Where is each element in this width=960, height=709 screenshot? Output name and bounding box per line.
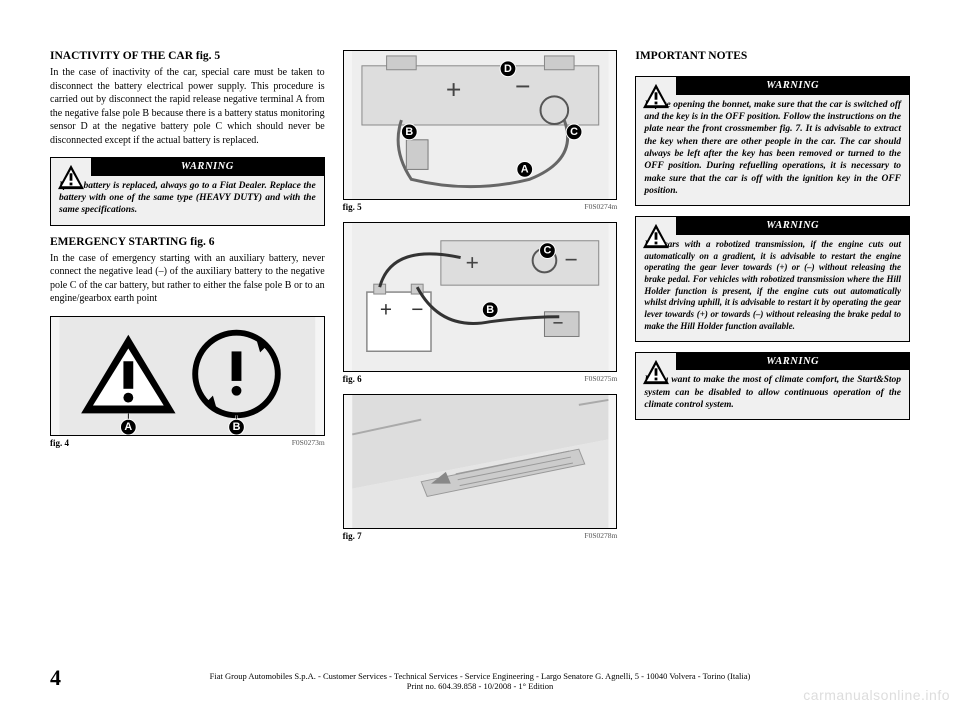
svg-text:C: C: [570, 126, 578, 138]
warning-climate: WARNING If you want to make the most of …: [635, 352, 910, 421]
svg-text:A: A: [520, 163, 528, 175]
fig6-label: fig. 6: [343, 374, 362, 384]
warning-text: If the battery is replaced, always go to…: [59, 180, 316, 217]
figure-4: A B: [50, 316, 325, 436]
figure-5: + − D C B A: [343, 50, 618, 200]
figure-6: + − + − − C B: [343, 222, 618, 372]
footer-line1: Fiat Group Automobiles S.p.A. - Customer…: [50, 671, 910, 681]
warning-text: For cars with a robotized transmission, …: [644, 239, 901, 333]
svg-text:C: C: [543, 245, 551, 257]
warning-triangle-icon: [642, 223, 670, 249]
fig7-label: fig. 7: [343, 531, 362, 541]
svg-text:D: D: [504, 63, 512, 75]
watermark: carmanualsonline.info: [803, 687, 950, 703]
figure-7: [343, 394, 618, 529]
fig4-code: F0S0273m: [292, 438, 325, 448]
warning-label: WARNING: [91, 158, 324, 176]
fig5-code: F0S0274m: [584, 202, 617, 212]
heading-emergency: EMERGENCY STARTING fig. 6: [50, 236, 325, 248]
svg-text:B: B: [233, 421, 241, 433]
fig4-label: fig. 4: [50, 438, 69, 448]
page-number: 4: [50, 665, 61, 691]
svg-text:−: −: [564, 247, 578, 273]
fig6-code: F0S0275m: [584, 374, 617, 384]
warning-triangle-icon: [642, 83, 670, 109]
fig7-code: F0S0278m: [584, 531, 617, 541]
paragraph-inactivity: In the case of inactivity of the car, sp…: [50, 66, 325, 147]
svg-text:A: A: [124, 421, 132, 433]
warning-battery-replace: WARNING If the battery is replaced, alwa…: [50, 157, 325, 226]
warning-triangle-icon: [642, 359, 670, 385]
warning-text: If you want to make the most of climate …: [644, 374, 901, 411]
warning-bonnet: WARNING Before opening the bonnet, make …: [635, 76, 910, 206]
svg-text:−: −: [515, 70, 531, 101]
svg-text:B: B: [405, 126, 413, 138]
svg-text:−: −: [411, 298, 423, 322]
warning-label: WARNING: [676, 217, 909, 235]
footer: Fiat Group Automobiles S.p.A. - Customer…: [50, 671, 910, 691]
svg-text:+: +: [379, 298, 391, 322]
heading-important: IMPORTANT NOTES: [635, 50, 910, 62]
warning-triangle-icon: [57, 164, 85, 190]
warning-label: WARNING: [676, 353, 909, 371]
paragraph-emergency: In the case of emergency starting with a…: [50, 252, 325, 306]
svg-text:B: B: [486, 304, 494, 316]
warning-text: Before opening the bonnet, make sure tha…: [644, 99, 901, 198]
fig5-label: fig. 5: [343, 202, 362, 212]
svg-text:+: +: [445, 73, 461, 104]
warning-robotized: WARNING For cars with a robotized transm…: [635, 216, 910, 341]
heading-inactivity: INACTIVITY OF THE CAR fig. 5: [50, 50, 325, 62]
svg-text:+: +: [465, 250, 479, 276]
warning-label: WARNING: [676, 77, 909, 95]
footer-line2: Print no. 604.39.858 - 10/2008 - 1° Edit…: [50, 681, 910, 691]
